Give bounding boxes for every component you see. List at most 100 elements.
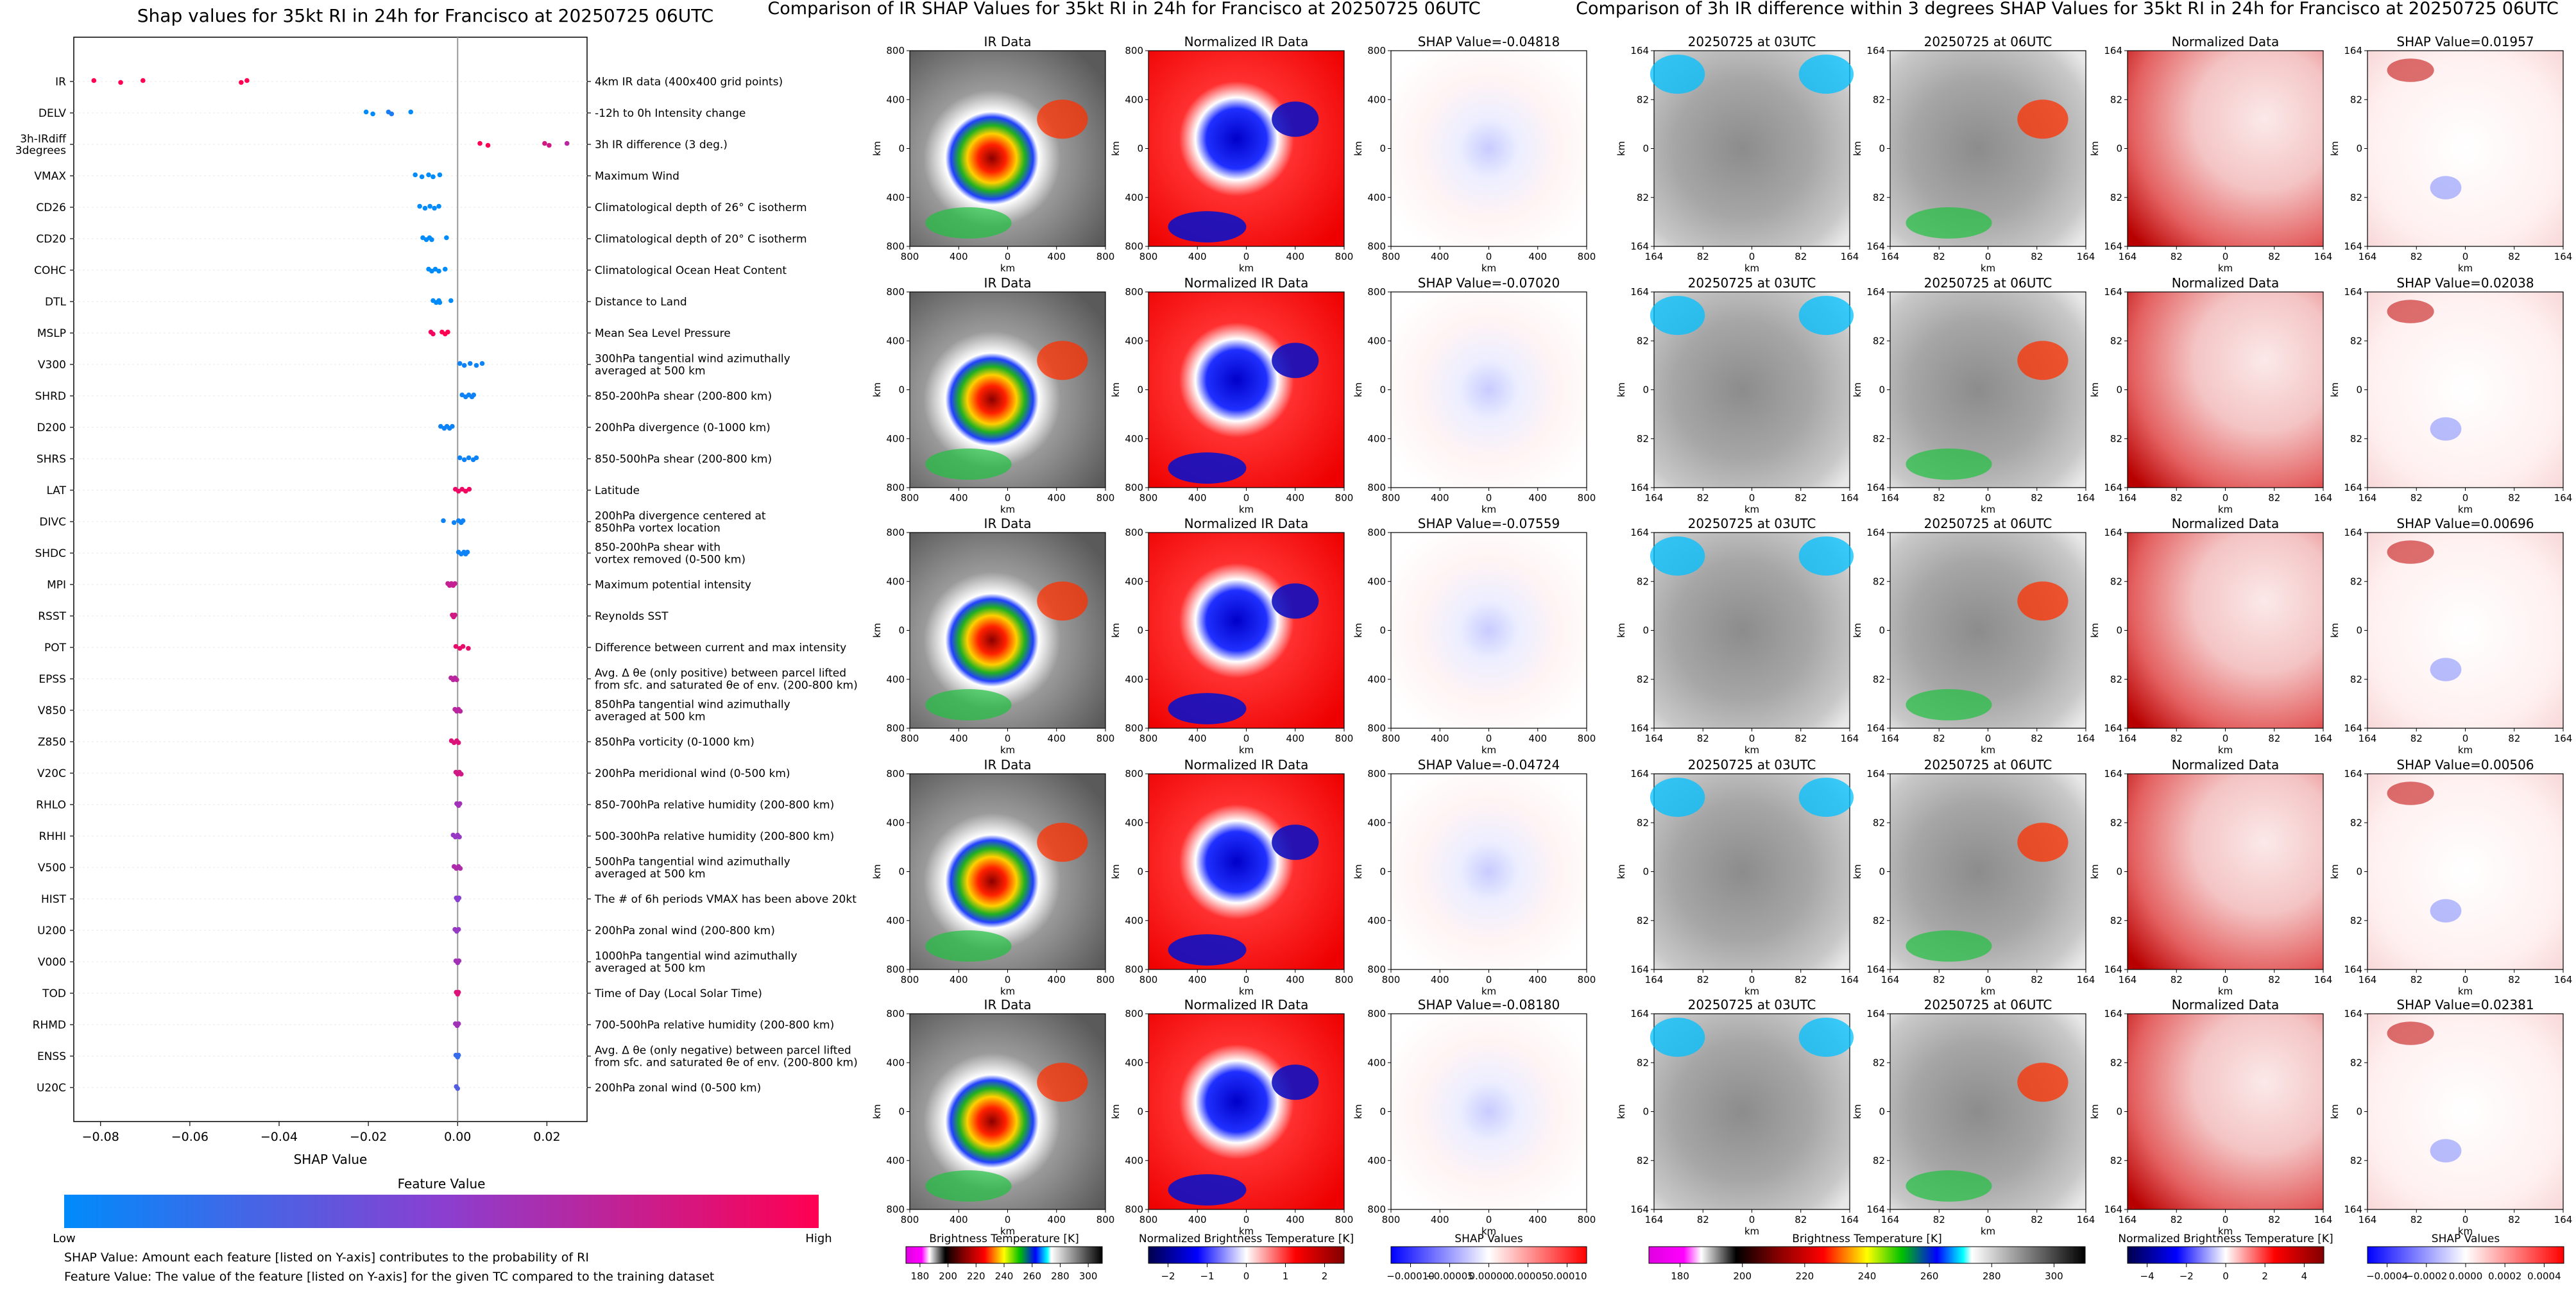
heatmap-x-axis-label: km [2218,504,2233,515]
heatmap-y-tick-label: 400 [1125,192,1143,203]
heatmap-y-tick-label: 164 [1866,722,1885,734]
heatmap-y-tick-label: 82 [1637,94,1649,105]
feature-colorbar-low-label: Low [53,1232,75,1245]
heatmap-y-tick-label: 82 [2350,576,2362,587]
heatmap-x-tick-label: 0 [2222,492,2229,504]
heatmap-y-tick-label: 164 [1630,482,1649,493]
heatmap-panel-title: 20250725 at 06UTC [1924,516,2052,531]
heatmap-panel-title: SHAP Value=-0.08180 [1418,997,1560,1012]
shap-feature-description: 300hPa tangential wind azimuthally averag… [595,353,790,378]
convective-cloud-feature [1037,581,1088,621]
shap-feature-label: U20C [37,1082,66,1095]
heatmap-colorbar-tick-label: 260 [1023,1270,1041,1282]
heatmap-panel-title: IR Data [984,516,1032,531]
heatmap-x-tick-label: 82 [2031,492,2043,504]
shap-feature-label: DTL [45,296,66,309]
heatmap-x-tick-label: 800 [1382,974,1401,986]
heatmap-colorbar-tick-label: 4 [2301,1270,2308,1282]
heatmap-colorbar-tick-label: 2 [2262,1270,2268,1282]
heatmap-x-tick-label: 400 [1286,251,1304,262]
shap-point [459,486,465,492]
heatmap-x-axis-label: km [1239,1225,1254,1237]
heatmap-y-tick-label: 800 [1125,241,1143,252]
heatmap-x-tick-label: 164 [1841,974,1859,986]
shap-point [244,78,250,83]
heatmap-image [1390,1013,1587,1210]
heatmap-y-tick-label: 800 [1367,527,1386,538]
shap-feature-label: V000 [38,956,66,969]
shap-point [455,1086,461,1091]
heatmap-image [2367,1013,2564,1210]
heatmap-x-tick-label: 164 [2554,974,2573,986]
heatmap-colorbar-tick-label: 280 [1983,1270,2001,1282]
heatmap-x-axis-label: km [1981,262,1995,274]
shap-feature-description: Difference between current and max inten… [595,642,846,654]
heatmap-x-tick-label: 0 [2222,974,2229,986]
shap-point [436,203,441,209]
heatmap-colorbar-tick-label: 0 [2222,1270,2229,1282]
shap-feature-label: RSST [38,610,66,623]
heatmap-panel-title: 20250725 at 06UTC [1924,34,2052,49]
heatmap-y-tick-label: 82 [2350,94,2362,105]
heatmap-x-tick-label: 400 [1528,492,1547,504]
shap-point [441,518,446,524]
convective-cloud-feature [2017,581,2068,621]
heatmap-x-tick-label: 82 [2031,251,2043,262]
heatmap-y-tick-label: 0 [1879,143,1885,155]
shap-feature-description: 500hPa tangential wind azimuthally averag… [595,856,790,881]
shap-feature-description: Climatological Ocean Heat Content [595,264,787,277]
heatmap-colorbar-tick-label: 0 [1243,1270,1250,1282]
heatmap-y-tick-label: 82 [1637,433,1649,445]
shap-point [456,488,461,494]
heatmap-x-tick-label: 82 [2268,1214,2280,1225]
heatmap-y-axis-label: km [1352,141,1364,156]
heatmap-x-tick-label: 400 [1431,492,1449,504]
heatmap-colorbar: Brightness Temperature [K] 180 200 220 240 26… [905,1233,1103,1282]
shap-feature-description: Time of Day (Local Solar Time) [594,987,762,1000]
heatmap-y-tick-label: 400 [1125,1057,1143,1068]
shap-feature-label: RHHI [39,830,66,843]
convective-cloud-feature [2017,341,2068,380]
heatmap-x-tick-label: 400 [950,974,968,986]
heatmap-y-tick-label: 400 [1367,1057,1386,1068]
shap-point [457,801,463,807]
heatmap-x-tick-label: 164 [1645,1214,1664,1225]
heatmap-y-tick-label: 164 [1630,1008,1649,1020]
shap-point [429,268,434,274]
heatmap-y-tick-label: 164 [2104,1008,2122,1020]
positive-shap-region [2387,300,2434,323]
heatmap-colorbar-tick-label: 0.0000 [2449,1270,2483,1282]
heatmap-y-tick-label: 400 [1367,915,1386,926]
heatmap-y-tick-label: 0 [1379,384,1386,396]
shap-feature-description: 3h IR difference (3 deg.) [595,139,728,151]
heatmap-image [1148,532,1345,729]
heatmap-x-tick-label: 800 [1335,251,1354,262]
cold-cloud-feature [1272,101,1319,137]
heatmap-y-axis-label: km [1110,382,1122,397]
heatmap-y-tick-label: 0 [1137,143,1143,155]
shap-x-tick-label: −0.04 [260,1130,298,1144]
shap-point [463,488,468,494]
heatmap-panel-title: IR Data [984,997,1032,1012]
heatmap-y-tick-label: 164 [1866,527,1885,538]
heatmap-x-tick-label: 0 [1243,733,1250,744]
heatmap-y-tick-label: 0 [1642,625,1649,636]
negative-shap-region [2430,417,2462,441]
shap-feature-description: Avg. Δ θe (only negative) between parcel… [595,1045,858,1070]
heatmap-y-tick-label: 0 [1137,1106,1143,1118]
heatmap-x-axis-label: km [1981,504,1995,515]
heatmap-y-tick-label: 800 [886,45,905,56]
heatmap-panel-title: SHAP Value=-0.07020 [1418,275,1560,291]
heatmap-colorbar-gradient [1648,1246,2086,1264]
cold-cloud-feature [1798,778,1854,817]
heatmap-x-tick-label: 82 [1697,492,1709,504]
heatmap-y-tick-label: 82 [1637,674,1649,685]
shap-summary-axes: IR DELV 3h-IRdiff 3degrees VMAX CD26 CD20 COHC D… [15,37,858,1167]
heatmap-x-axis-label: km [2458,986,2473,997]
heatmap-y-tick-label: 82 [1637,817,1649,828]
